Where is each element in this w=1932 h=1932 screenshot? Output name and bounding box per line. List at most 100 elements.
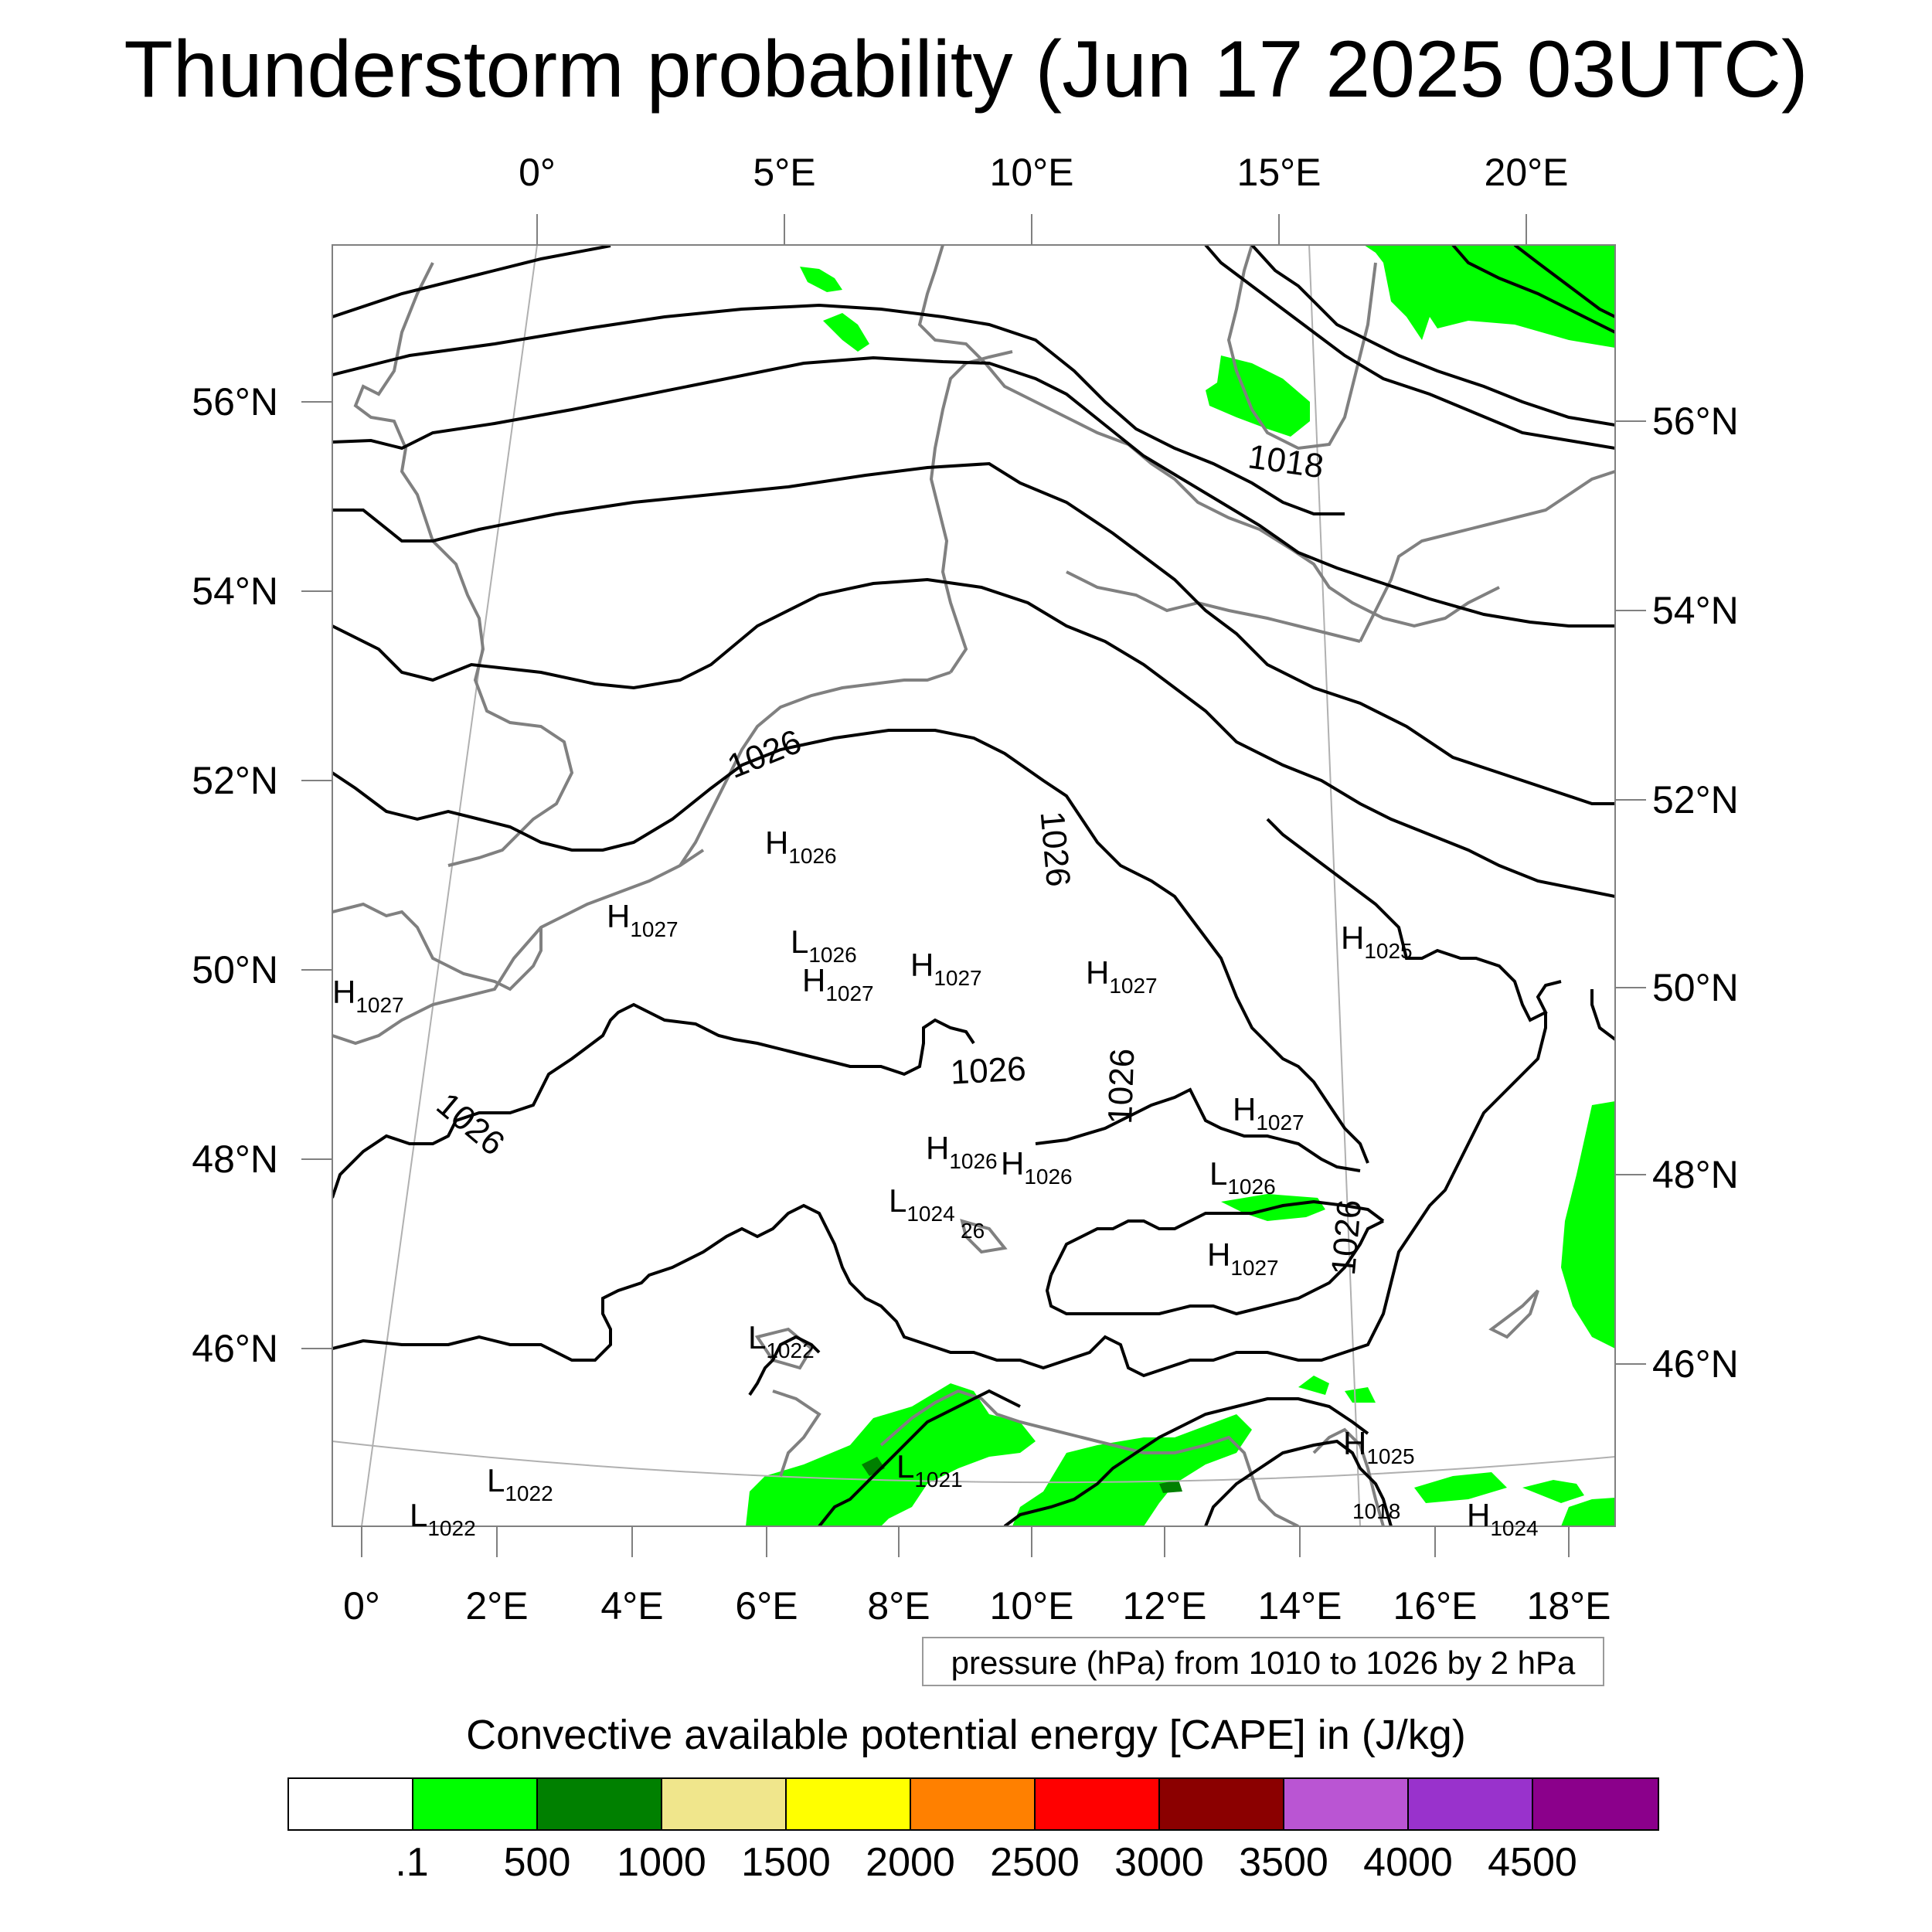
isobar-label: 1018 [1352, 1499, 1400, 1523]
pressure-system: H1027 [802, 962, 874, 1005]
legend-swatch [662, 1779, 787, 1829]
coast-baltic-south [1066, 570, 1361, 643]
isobar [1003, 1397, 1369, 1526]
pressure-system: H1026 [765, 825, 837, 868]
legend-label: 4500 [1488, 1840, 1577, 1885]
meridian-15e [1308, 245, 1361, 1526]
pressure-system: L1022 [410, 1497, 476, 1540]
cape-area [746, 1383, 1036, 1526]
coast-britain-east [353, 262, 574, 867]
legend-swatch [1533, 1779, 1658, 1829]
isobar [818, 1389, 1021, 1526]
isobar [1266, 1042, 1369, 1164]
cape-area [1522, 1480, 1584, 1503]
pressure-system: H1027 [1207, 1236, 1279, 1280]
legend-label: 4000 [1363, 1840, 1453, 1885]
pressure-system: L1026 [1209, 1155, 1276, 1199]
bottom-lon-label: 6°E [735, 1584, 798, 1628]
pressure-system: H1026 [1001, 1145, 1073, 1189]
right-lat-label: 50°N [1652, 966, 1739, 1009]
pressure-system: H1027 [910, 947, 982, 990]
pressure-system: H1027 [1233, 1091, 1304, 1134]
left-lat-label: 50°N [192, 948, 278, 992]
right-lat-label: 48°N [1652, 1153, 1739, 1196]
pressure-system: 26 [961, 1219, 985, 1243]
isobars [332, 245, 1615, 1526]
pressure-system: H1025 [1343, 1425, 1415, 1468]
coast-belgium-netherlands [679, 671, 951, 867]
pressure-system: H1027 [1086, 954, 1158, 998]
cape-area [823, 313, 869, 352]
cape-area [1206, 355, 1310, 437]
isobar [332, 355, 1615, 628]
pressure-system: H1027 [607, 898, 679, 941]
right-lat-label: 52°N [1652, 778, 1739, 821]
isobar-label: 1026 [1325, 1198, 1369, 1277]
isobar [748, 1335, 821, 1396]
isobar [1513, 245, 1615, 318]
pressure-system: H1026 [926, 1130, 998, 1173]
cape-area [1414, 1472, 1507, 1503]
isobar [1035, 1087, 1361, 1172]
right-lat-label: 46°N [1652, 1342, 1739, 1386]
legend-swatch [1409, 1779, 1533, 1829]
isobar [332, 1002, 975, 1199]
coast-italy-north [879, 1389, 1299, 1526]
isobar [332, 461, 1615, 805]
top-lon-label: 5°E [753, 151, 816, 194]
bottom-lon-label: 4°E [600, 1584, 664, 1628]
pressure-system: L1021 [896, 1448, 963, 1492]
coast-lake-balaton [1488, 1289, 1539, 1339]
pressure-system: H1025 [1341, 920, 1413, 963]
cape-shading [746, 245, 1615, 1526]
top-lon-label: 15°E [1236, 151, 1321, 194]
isobar-label: 1026 [1101, 1048, 1141, 1125]
legend-label: 2500 [990, 1840, 1080, 1885]
cape-area [1345, 1387, 1376, 1403]
isobar [332, 577, 1615, 898]
pressure-system: H1024 [1467, 1497, 1539, 1540]
isobar [332, 303, 1345, 515]
cape-area [1364, 245, 1615, 348]
isobar [1451, 1012, 1547, 1175]
left-lat-label: 46°N [192, 1327, 278, 1370]
coast-germany-north [929, 350, 1013, 674]
isobar-label: 1026 [950, 1050, 1027, 1092]
coast-genoa [772, 1389, 821, 1477]
isobar [332, 729, 1269, 1045]
contour-info-box: pressure (hPa) from 1010 to 1026 by 2 hP… [922, 1637, 1604, 1686]
pressure-system: L1026 [791, 923, 857, 967]
legend-label: 3500 [1239, 1840, 1328, 1885]
color-legend [287, 1777, 1659, 1831]
isobar [1250, 245, 1615, 427]
cape-area [1012, 1414, 1252, 1526]
legend-label: 3000 [1114, 1840, 1204, 1885]
isobar [332, 245, 611, 318]
left-lat-label: 52°N [192, 759, 278, 802]
legend-label: 1500 [741, 1840, 831, 1885]
isobar [1451, 245, 1615, 334]
pressure-systems: H1026 H1027 L1026 H1027 H1027 H1027 H102… [332, 825, 1539, 1540]
bottom-lon-label: 10°E [989, 1584, 1074, 1628]
top-lon-label: 10°E [989, 151, 1074, 194]
legend-title: Convective available potential energy [C… [466, 1712, 1466, 1758]
coast-sweden-south [1226, 245, 1377, 451]
cape-area [1159, 1480, 1182, 1493]
isobar [1266, 818, 1562, 1022]
chart-title: Thunderstorm probability (Jun 17 2025 03… [124, 25, 1808, 114]
bottom-lon-label: 0° [343, 1584, 380, 1628]
map-frame [332, 244, 1616, 1527]
bottom-lon-label: 8°E [867, 1584, 930, 1628]
axis-ticks [301, 214, 1646, 1557]
isobar-label: 1026 [1033, 810, 1077, 889]
graticule [332, 245, 1615, 1526]
cape-area [1561, 1498, 1615, 1526]
coastlines [332, 245, 1615, 1526]
meridian-0 [361, 245, 538, 1526]
legend-swatch [787, 1779, 911, 1829]
coast-adriatic [1312, 1427, 1385, 1526]
pressure-system: L1024 [889, 1182, 955, 1226]
legend-swatch [538, 1779, 662, 1829]
bottom-lon-label: 16°E [1393, 1584, 1478, 1628]
